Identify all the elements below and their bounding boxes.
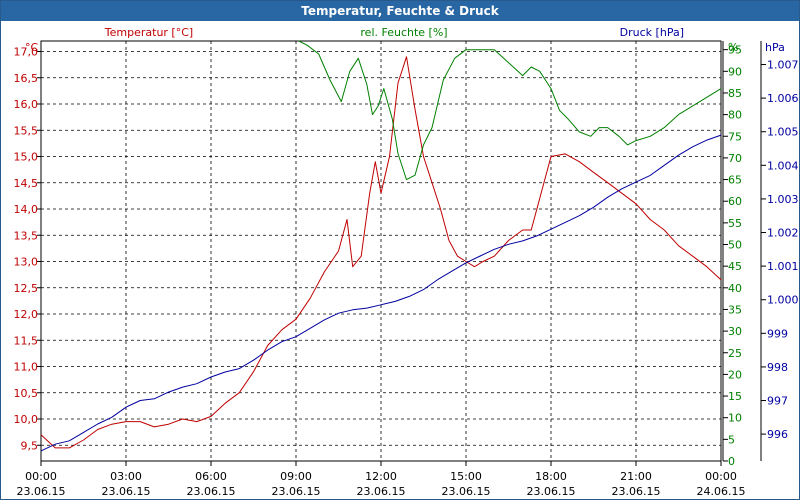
axes [37, 40, 766, 466]
grid [41, 41, 721, 461]
y-tick-label-humidity: 80 [728, 109, 742, 122]
window-title: Temperatur, Feuchte & Druck [1, 1, 799, 21]
x-tick-time: 15:00 [450, 470, 482, 483]
y-tick-label-humidity: 45 [728, 260, 742, 273]
y-tick-label-humidity: 85 [728, 87, 742, 100]
y-tick-label-pressure: 999 [767, 327, 788, 340]
unit-pressure: hPa [765, 41, 785, 54]
legend-temperature: Temperatur [°C] [104, 26, 193, 39]
y-tick-label-pressure: 1.007 [767, 59, 799, 72]
y-tick-label-temperature: 16,0 [14, 98, 39, 111]
y-tick-label-pressure: 1.002 [767, 227, 799, 240]
y-tick-label-pressure: 1.005 [767, 126, 799, 139]
x-tick-time: 12:00 [365, 470, 397, 483]
y-tick-label-pressure: 996 [767, 428, 788, 441]
y-tick-label-humidity: 95 [728, 44, 742, 57]
y-tick-label-humidity: 90 [728, 65, 742, 78]
y-tick-label-humidity: 65 [728, 174, 742, 187]
legend-pressure: Druck [hPa] [620, 26, 684, 39]
y-tick-label-pressure: 1.000 [767, 294, 799, 307]
y-tick-label-pressure: 1.003 [767, 193, 799, 206]
x-tick-date: 23.06.15 [272, 485, 321, 498]
y-tick-label-humidity: 10 [728, 412, 742, 425]
y-tick-label-humidity: 60 [728, 195, 742, 208]
y-tick-label-pressure: 1.004 [767, 159, 799, 172]
series-line-temperature [40, 56, 722, 449]
x-tick-time: 21:00 [620, 470, 652, 483]
unit-humidity: % [728, 41, 738, 54]
x-tick-date: 23.06.15 [102, 485, 151, 498]
y-tick-label-humidity: 40 [728, 282, 742, 295]
x-tick-date: 23.06.15 [17, 485, 66, 498]
x-tick-date: 24.06.15 [697, 485, 746, 498]
x-tick-time: 00:00 [25, 470, 57, 483]
y-tick-label-temperature: 10,5 [14, 387, 39, 400]
y-tick-label-humidity: 0 [728, 455, 735, 468]
y-tick-label-pressure: 997 [767, 395, 788, 408]
y-tick-label-humidity: 75 [728, 130, 742, 143]
x-tick-time: 03:00 [110, 470, 142, 483]
x-tick-date: 23.06.15 [612, 485, 661, 498]
y-tick-label-temperature: 13,0 [14, 256, 39, 269]
y-tick-label-humidity: 30 [728, 325, 742, 338]
legend-humidity: rel. Feuchte [%] [360, 26, 447, 39]
y-tick-label-temperature: 17,0 [14, 46, 39, 59]
y-tick-label-temperature: 15,0 [14, 151, 39, 164]
y-tick-label-pressure: 998 [767, 361, 788, 374]
y-tick-label-temperature: 11,0 [14, 361, 39, 374]
y-tick-label-humidity: 55 [728, 217, 742, 230]
unit-temperature: °C [25, 41, 39, 54]
y-tick-label-temperature: 14,5 [14, 177, 39, 190]
x-tick-date: 23.06.15 [357, 485, 406, 498]
x-tick-time: 09:00 [280, 470, 312, 483]
series-line-pressure [40, 134, 722, 452]
x-tick-time: 06:00 [195, 470, 227, 483]
series-layer [40, 40, 722, 452]
y-tick-label-humidity: 15 [728, 390, 742, 403]
y-tick-label-temperature: 10,0 [14, 413, 39, 426]
y-tick-label-pressure: 1.001 [767, 260, 799, 273]
y-tick-label-humidity: 25 [728, 347, 742, 360]
series-line-humidity [298, 40, 722, 181]
y-tick-label-temperature: 9,5 [21, 439, 39, 452]
y-tick-label-temperature: 14,0 [14, 203, 39, 216]
x-tick-date: 23.06.15 [187, 485, 236, 498]
axis-labels: 00:00 23.06.15 03:00 23.06.15 06:00 23.06.15 0… [14, 26, 799, 498]
x-tick-date: 23.06.15 [442, 485, 491, 498]
y-tick-label-temperature: 16,5 [14, 72, 39, 85]
x-tick-time: 00:00 [705, 470, 737, 483]
y-tick-label-humidity: 5 [728, 433, 735, 446]
y-tick-label-temperature: 12,5 [14, 282, 39, 295]
y-tick-label-humidity: 70 [728, 152, 742, 165]
y-tick-label-humidity: 50 [728, 239, 742, 252]
y-tick-label-temperature: 12,0 [14, 308, 39, 321]
y-tick-label-temperature: 13,5 [14, 229, 39, 242]
x-tick-date: 23.06.15 [527, 485, 576, 498]
y-tick-label-temperature: 11,5 [14, 334, 39, 347]
x-tick-time: 18:00 [535, 470, 567, 483]
y-tick-label-humidity: 35 [728, 303, 742, 316]
y-tick-label-temperature: 15,5 [14, 124, 39, 137]
y-tick-label-humidity: 20 [728, 368, 742, 381]
y-tick-label-pressure: 1.006 [767, 92, 799, 105]
